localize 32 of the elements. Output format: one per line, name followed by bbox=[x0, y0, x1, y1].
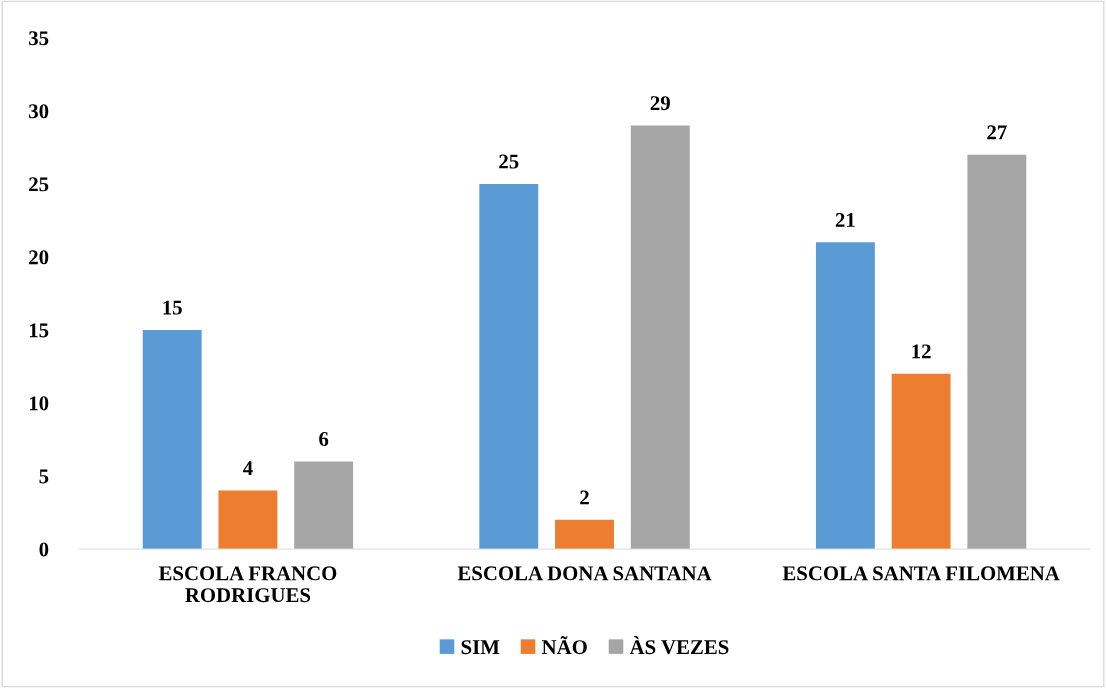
bar bbox=[142, 329, 202, 550]
data-label: 15 bbox=[163, 300, 182, 315]
y-tick-label: 35 bbox=[29, 31, 49, 46]
bar bbox=[815, 242, 875, 550]
bar bbox=[967, 154, 1027, 550]
data-label: 6 bbox=[319, 432, 329, 447]
y-tick-label: 5 bbox=[39, 469, 49, 484]
legend-label: SIM bbox=[461, 640, 500, 655]
x-tick-label: ESCOLA SANTA FILOMENA bbox=[782, 566, 1060, 581]
legend-label: NÃO bbox=[541, 636, 587, 655]
data-label: 21 bbox=[835, 212, 855, 227]
data-label: 27 bbox=[987, 125, 1007, 140]
bar bbox=[294, 461, 354, 550]
legend-label: ÀS VEZES bbox=[629, 636, 729, 655]
y-tick-label: 25 bbox=[29, 177, 49, 192]
y-tick-label: 30 bbox=[29, 104, 49, 119]
bar bbox=[555, 519, 614, 550]
bar bbox=[218, 490, 278, 550]
data-label: 12 bbox=[912, 344, 931, 359]
y-tick-label: 20 bbox=[29, 250, 49, 265]
data-label: 2 bbox=[580, 490, 589, 505]
y-tick-label: 0 bbox=[39, 542, 49, 557]
bar bbox=[630, 125, 690, 550]
x-tick-label: ESCOLA DONA SANTANA bbox=[457, 566, 712, 581]
data-label: 4 bbox=[243, 461, 253, 476]
bar bbox=[891, 373, 951, 550]
y-tick-label: 15 bbox=[29, 323, 49, 338]
y-tick-label: 10 bbox=[29, 396, 49, 411]
x-tick-label: ESCOLA FRANCO RODRIGUES bbox=[158, 566, 337, 603]
data-label: 29 bbox=[650, 96, 670, 111]
data-label: 25 bbox=[499, 154, 519, 169]
bar bbox=[479, 183, 539, 550]
